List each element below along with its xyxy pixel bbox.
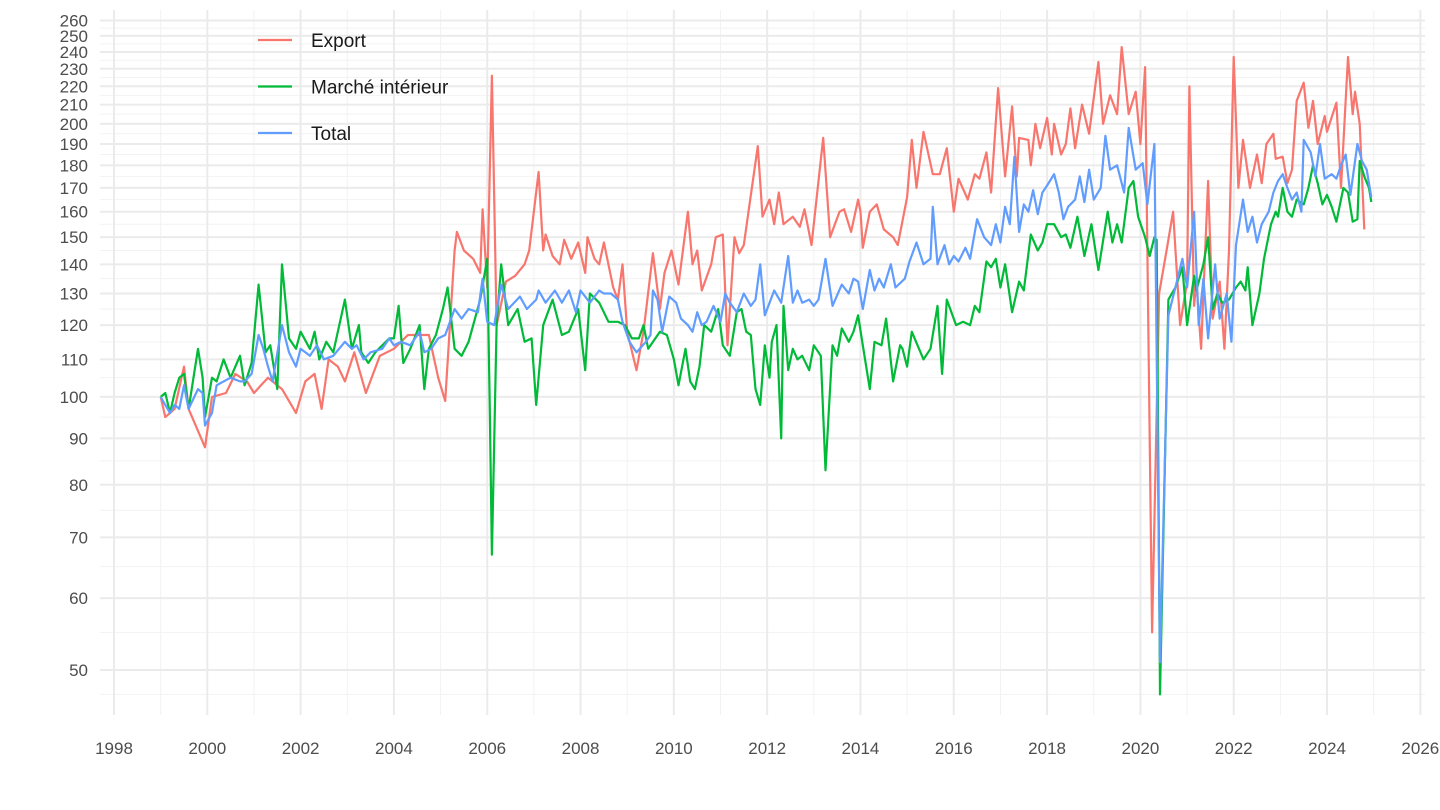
y-tick-label: 130 [60,285,88,304]
series-lines [159,46,1373,696]
y-tick-label: 250 [60,27,88,46]
series-line-march-int-rieur [159,159,1373,696]
legend-label: Total [311,124,351,145]
x-tick-label: 2018 [1028,739,1066,758]
y-tick-label: 170 [60,179,88,198]
series-line-total [159,126,1373,664]
y-tick-label: 110 [61,350,88,369]
grid [100,10,1425,715]
y-tick-label: 190 [60,135,88,154]
x-tick-label: 2014 [842,739,880,758]
y-tick-label: 90 [69,429,88,448]
y-tick-label: 200 [60,115,88,134]
y-tick-label: 80 [69,476,88,495]
x-tick-label: 2006 [468,739,506,758]
y-tick-label: 210 [60,96,88,115]
y-tick-label: 220 [60,77,88,96]
x-tick-label: 2026 [1401,739,1439,758]
y-tick-label: 120 [60,316,88,335]
y-tick-label: 50 [69,661,88,680]
y-axis: 50 60 70 80 90 100 110 120 130 140 150 160 170 180 190… [60,11,88,680]
x-tick-label: 2020 [1121,739,1159,758]
legend-label: Export [311,31,367,52]
x-tick-label: 2012 [748,739,786,758]
y-tick-label: 240 [60,43,88,62]
x-tick-label: 2008 [562,739,600,758]
x-tick-label: 2010 [655,739,693,758]
x-axis: 1998 2000 2002 2004 2006 2008 2010 2012 2014 2016… [95,739,1439,758]
y-tick-label: 230 [60,60,88,79]
x-tick-label: 2024 [1308,739,1346,758]
legend-label: Marché intérieur [311,78,449,99]
x-tick-label: 2004 [375,739,413,758]
y-tick-label: 150 [60,228,88,247]
y-tick-label: 180 [60,156,88,175]
series-line-export [159,46,1366,634]
y-tick-label: 60 [69,589,88,608]
x-tick-label: 2002 [282,739,320,758]
x-tick-label: 2016 [935,739,973,758]
y-tick-label: 140 [60,255,88,274]
y-tick-label: 100 [60,388,88,407]
y-tick-label: 260 [60,11,88,30]
x-tick-label: 2022 [1215,739,1253,758]
y-tick-label: 70 [69,528,88,547]
x-tick-label: 1998 [95,739,133,758]
y-tick-label: 160 [60,203,88,222]
x-tick-label: 2000 [188,739,226,758]
legend: Export Marché intérieur Total [258,31,449,145]
